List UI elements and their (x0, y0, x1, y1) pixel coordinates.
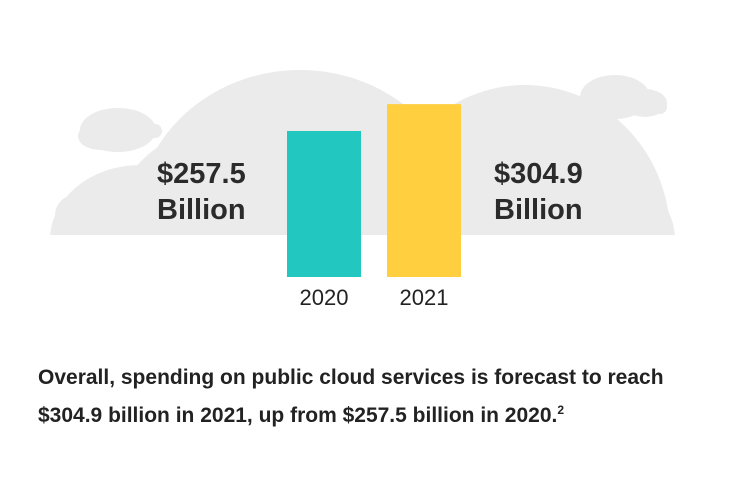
caption-text: Overall, spending on public cloud servic… (38, 366, 664, 427)
caption: Overall, spending on public cloud servic… (38, 362, 718, 432)
category-label: 2021 (400, 285, 449, 310)
chart: 2020 2021 (50, 70, 675, 310)
value-label: $304.9 Billion (494, 158, 583, 226)
small-cloud (78, 75, 667, 152)
value-label: $257.5 Billion (157, 158, 246, 226)
bar (387, 104, 461, 277)
footnote-marker: 2 (557, 403, 565, 417)
category-label: 2020 (300, 285, 349, 310)
bar (287, 131, 361, 277)
